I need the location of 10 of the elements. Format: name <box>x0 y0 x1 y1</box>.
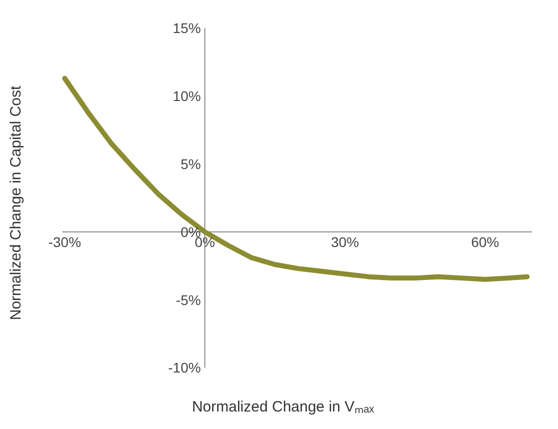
x-tick-label: 30% <box>330 234 359 250</box>
y-tick-label: 5% <box>180 156 201 172</box>
y-tick-label: -5% <box>176 292 201 308</box>
x-axis-title: Normalized Change in Vₘₐₓ <box>192 398 374 416</box>
y-tick-label: 15% <box>172 20 201 36</box>
x-tick-label: -30% <box>48 234 82 250</box>
x-tick-label: 60% <box>471 234 500 250</box>
y-axis-title: Normalized Change in Capital Cost <box>8 85 24 320</box>
y-tick-label: -10% <box>168 360 201 376</box>
y-tick-label: 10% <box>172 88 201 104</box>
